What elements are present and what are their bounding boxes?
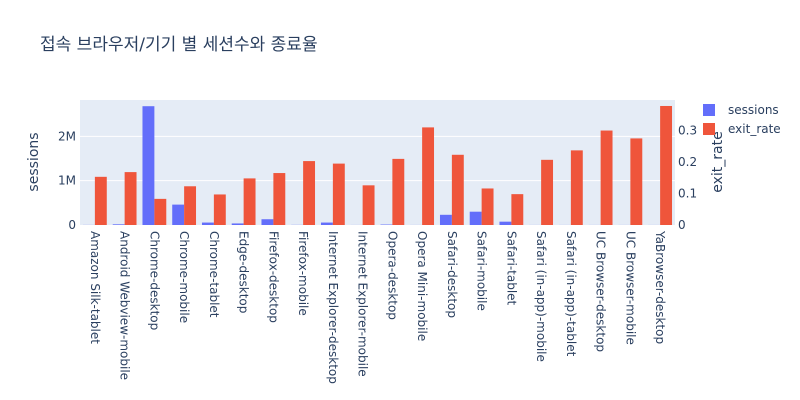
plot-background	[80, 100, 675, 225]
legend-label-exit_rate: exit_rate	[728, 122, 781, 136]
bar-sessions	[499, 221, 512, 225]
x-tick-label: Edge-desktop	[237, 231, 251, 313]
legend-swatch-exit_rate	[703, 123, 715, 135]
x-tick-label: Internet Explorer-mobile	[356, 231, 370, 377]
bar-exit_rate	[392, 158, 405, 225]
bar-exit_rate	[630, 138, 643, 225]
y2-tick-label: 0.1	[678, 187, 697, 201]
bar-exit_rate	[451, 154, 464, 225]
x-tick-label: Opera Mini-mobile	[415, 231, 429, 341]
bar-exit_rate	[124, 172, 137, 225]
bar-sessions	[201, 222, 214, 225]
bar-exit_rate	[600, 130, 613, 225]
legend: sessions exit_rate	[703, 103, 781, 136]
bar-exit_rate	[541, 159, 554, 225]
bar-exit_rate	[94, 176, 107, 225]
y2-tick-label: 0	[678, 218, 686, 232]
y-tick-label: 0	[68, 218, 76, 232]
x-tick-label: Firefox-mobile	[296, 231, 310, 316]
x-tick-label: Opera-desktop	[385, 231, 399, 320]
bar-exit_rate	[184, 186, 197, 225]
x-tick-label: Safari-tablet	[504, 231, 518, 306]
bar-exit_rate	[660, 105, 673, 225]
y2-axis-title: exit_rate	[710, 131, 726, 192]
bar-exit_rate	[154, 198, 167, 225]
bar-sessions	[172, 204, 185, 225]
bar-exit_rate	[303, 161, 316, 225]
bar-exit_rate	[362, 185, 375, 225]
x-tick-label: Amazon Silk-tablet	[88, 231, 102, 344]
legend-label-sessions: sessions	[728, 103, 779, 117]
y-axis-title: sessions	[26, 132, 42, 191]
x-tick-label: Internet Explorer-desktop	[326, 231, 340, 384]
bar-sessions	[320, 222, 333, 225]
bar-exit_rate	[422, 127, 435, 225]
x-tick-label: Firefox-desktop	[266, 231, 280, 323]
bar-sessions	[112, 224, 125, 225]
y2-tick-label: 0.3	[678, 124, 697, 138]
bar-exit_rate	[332, 163, 345, 225]
x-tick-label: Safari (in-app)-tablet	[564, 231, 578, 357]
bar-exit_rate	[511, 194, 524, 225]
x-tick-label: YaBrowser-desktop	[653, 230, 667, 344]
bar-exit_rate	[481, 188, 494, 225]
bar-exit_rate	[273, 173, 286, 225]
bar-sessions	[439, 214, 452, 225]
x-tick-label: UC Browser-desktop	[594, 231, 608, 352]
chart-title: 접속 브라우저/기기 별 세션수와 종료율	[40, 35, 318, 55]
x-tick-label: Safari-desktop	[445, 231, 459, 318]
x-tick-label: Safari (in-app)-mobile	[534, 231, 548, 362]
bar-exit_rate	[243, 178, 256, 225]
x-tick-label: Safari-mobile	[475, 231, 489, 311]
bar-sessions	[231, 223, 244, 225]
y2-axis-ticks: 0 0.1 0.2 0.3	[678, 124, 697, 232]
x-tick-label: Android Webview-mobile	[118, 231, 132, 380]
x-tick-label: Chrome-desktop	[147, 231, 161, 330]
bar-sessions	[261, 219, 274, 225]
y-tick-label: 1M	[58, 174, 76, 188]
x-tick-label: Chrome-mobile	[177, 231, 191, 323]
x-axis-ticks: Amazon Silk-tablet Android Webview-mobile…	[88, 230, 667, 384]
x-tick-label: UC Browser-mobile	[623, 231, 637, 345]
bar-exit_rate	[570, 150, 583, 225]
y2-tick-label: 0.2	[678, 155, 697, 169]
legend-swatch-sessions	[703, 104, 715, 116]
bar-exit_rate	[213, 194, 226, 225]
x-tick-label: Chrome-tablet	[207, 231, 221, 318]
y-axis-ticks: 0 1M 2M	[58, 129, 76, 232]
bar-sessions	[142, 106, 155, 225]
y-tick-label: 2M	[58, 129, 76, 143]
bars	[82, 105, 673, 225]
bar-sessions	[469, 211, 482, 225]
